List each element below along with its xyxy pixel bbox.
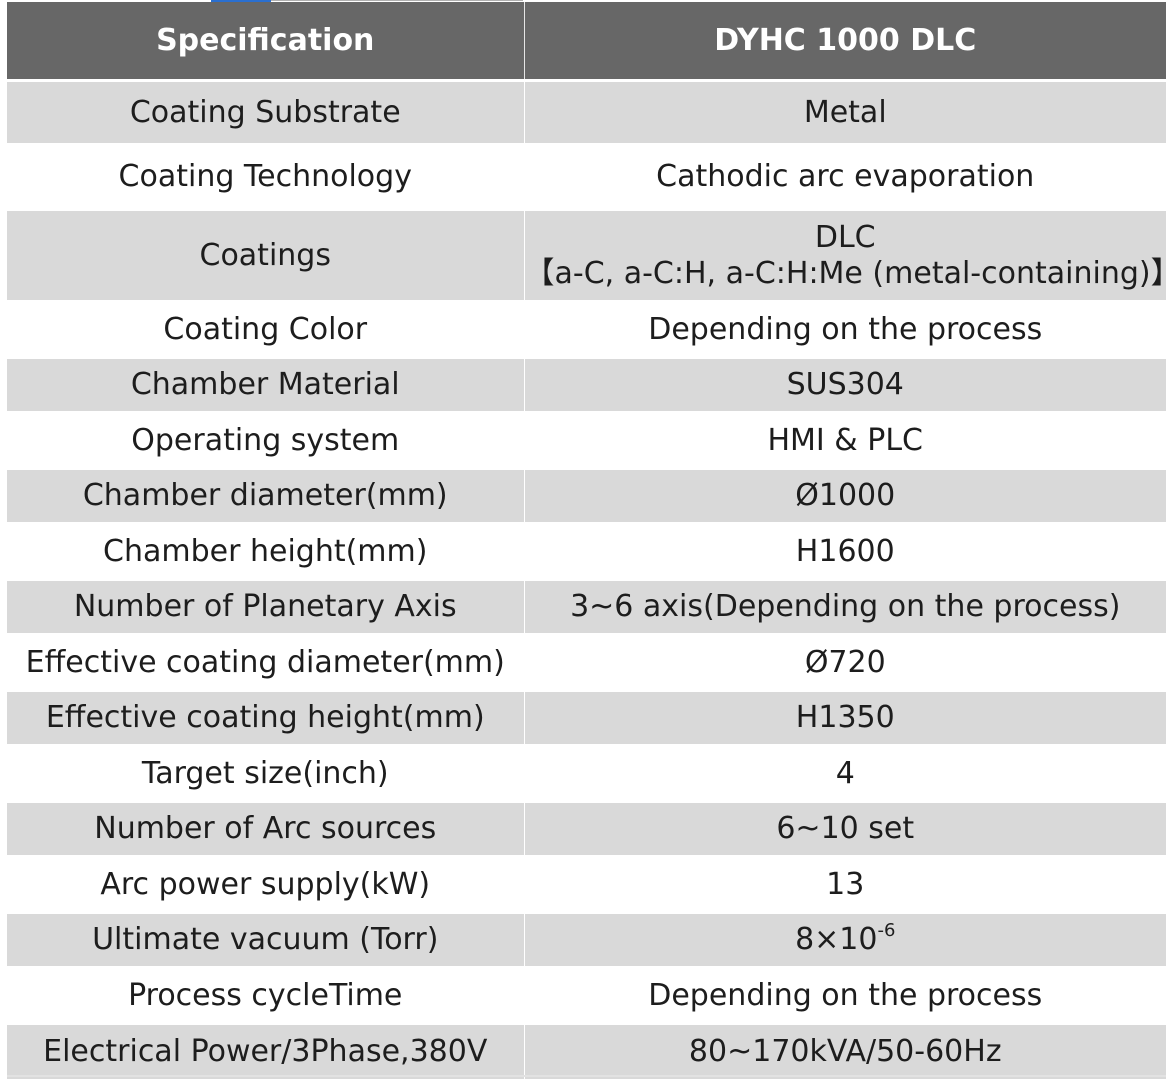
- spec-value-line2: 【a-C, a-C:H, a-C:H:Me (metal-containing)…: [524, 255, 1171, 291]
- vacuum-base: 8×10: [795, 922, 878, 957]
- table-row: Chamber diameter(mm) Ø1000: [7, 467, 1166, 524]
- spec-label: Number of Arc sources: [7, 800, 525, 857]
- bottom-divider: [7, 1075, 1166, 1077]
- table-header-row: Specification DYHC 1000 DLC: [7, 2, 1166, 81]
- table-row: Arc power supply(kW) 13: [7, 855, 1166, 913]
- spec-value: Ø720: [524, 633, 1166, 691]
- spec-label: Number of Planetary Axis: [7, 578, 525, 635]
- spec-label: Coatings: [7, 208, 525, 302]
- spec-value: H1350: [524, 689, 1166, 746]
- spec-value: HMI & PLC: [524, 411, 1166, 469]
- table-row: Electrical Power/3Phase,380V 80~170kVA/5…: [7, 1022, 1166, 1079]
- spec-value: 8×10-6: [524, 911, 1166, 968]
- table-row: Effective coating height(mm) H1350: [7, 689, 1166, 746]
- header-specification: Specification: [7, 2, 525, 81]
- spec-value: 3~6 axis(Depending on the process): [524, 578, 1166, 635]
- spec-label: Chamber height(mm): [7, 522, 525, 580]
- vacuum-exponent: -6: [877, 920, 896, 941]
- table-row: Coating Technology Cathodic arc evaporat…: [7, 143, 1166, 210]
- spec-label: Coating Technology: [7, 143, 525, 210]
- table-row: Number of Planetary Axis 3~6 axis(Depend…: [7, 578, 1166, 635]
- table-row: Ultimate vacuum (Torr) 8×10-6: [7, 911, 1166, 968]
- spec-value: 4: [524, 744, 1166, 802]
- table-row: Effective coating diameter(mm) Ø720: [7, 633, 1166, 691]
- spec-value: Depending on the process: [524, 300, 1166, 358]
- spec-label: Process cycleTime: [7, 966, 525, 1024]
- table-row: Process cycleTime Depending on the proce…: [7, 966, 1166, 1024]
- spec-label: Coating Substrate: [7, 79, 525, 145]
- spec-value: Metal: [524, 79, 1166, 145]
- table-row: Target size(inch) 4: [7, 744, 1166, 802]
- spec-value: 6~10 set: [524, 800, 1166, 857]
- spec-label: Coating Color: [7, 300, 525, 358]
- spec-value: Depending on the process: [524, 966, 1166, 1024]
- spec-value: Cathodic arc evaporation: [524, 143, 1166, 210]
- top-divider: [271, 0, 523, 1]
- spec-value-line1: DLC: [814, 219, 876, 255]
- top-accent-bar: [211, 0, 271, 3]
- spec-value: 80~170kVA/50-60Hz: [524, 1022, 1166, 1079]
- table-row: Chamber height(mm) H1600: [7, 522, 1166, 580]
- table-row: Number of Arc sources 6~10 set: [7, 800, 1166, 857]
- spec-value: Ø1000: [524, 467, 1166, 524]
- table-row: Coating Substrate Metal: [7, 79, 1166, 145]
- spec-value: SUS304: [524, 356, 1166, 413]
- table-row: Chamber Material SUS304: [7, 356, 1166, 413]
- spec-label: Effective coating diameter(mm): [7, 633, 525, 691]
- spec-value: H1600: [524, 522, 1166, 580]
- spec-value: DLC 【a-C, a-C:H, a-C:H:Me (metal-contain…: [524, 208, 1171, 302]
- table-row: Coating Color Depending on the process: [7, 300, 1166, 358]
- spec-label: Electrical Power/3Phase,380V: [7, 1022, 525, 1079]
- spec-label: Operating system: [7, 411, 525, 469]
- table-row: Operating system HMI & PLC: [7, 411, 1166, 469]
- spec-value: 13: [524, 855, 1166, 913]
- spec-label: Effective coating height(mm): [7, 689, 525, 746]
- spec-label: Ultimate vacuum (Torr): [7, 911, 525, 968]
- spec-table: Specification DYHC 1000 DLC Coating Subs…: [7, 2, 1171, 1079]
- spec-label: Chamber diameter(mm): [7, 467, 525, 524]
- spec-label: Target size(inch): [7, 744, 525, 802]
- spec-label: Chamber Material: [7, 356, 525, 413]
- table-row: Coatings DLC 【a-C, a-C:H, a-C:H:Me (meta…: [7, 208, 1171, 302]
- header-model: DYHC 1000 DLC: [524, 2, 1166, 81]
- spec-label: Arc power supply(kW): [7, 855, 525, 913]
